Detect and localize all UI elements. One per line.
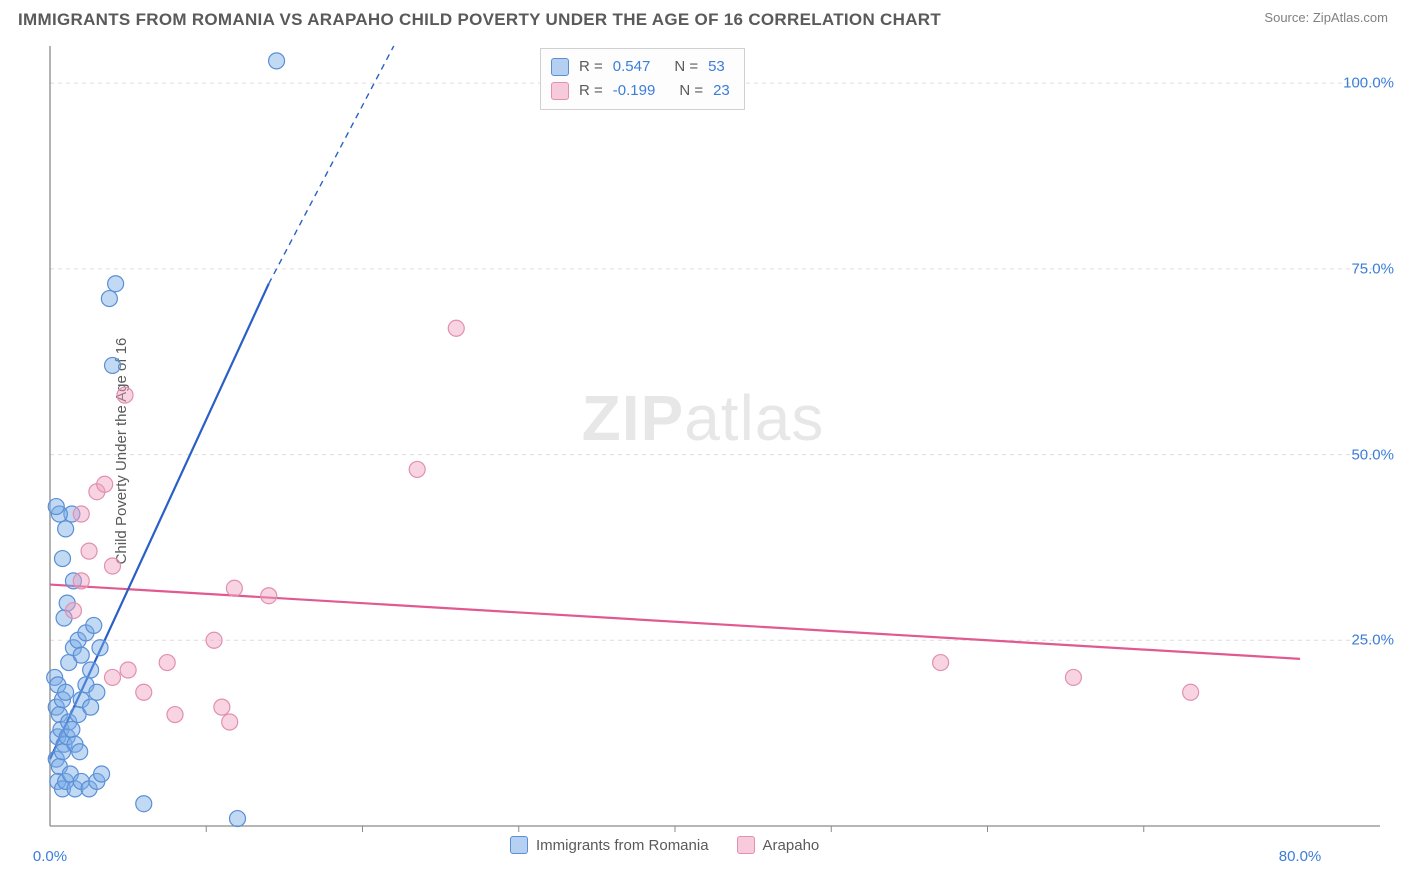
y-tick-label: 50.0% bbox=[1351, 446, 1394, 463]
y-tick-label: 100.0% bbox=[1343, 75, 1394, 92]
stat-r-pink: -0.199 bbox=[613, 79, 656, 103]
series-legend: Immigrants from Romania Arapaho bbox=[510, 836, 819, 854]
legend-label-blue: Immigrants from Romania bbox=[536, 837, 709, 854]
source-link[interactable]: ZipAtlas.com bbox=[1313, 10, 1388, 25]
chart-svg bbox=[0, 36, 1406, 866]
legend-label-pink: Arapaho bbox=[763, 837, 820, 854]
legend-item-blue: Immigrants from Romania bbox=[510, 836, 709, 854]
correlation-chart: Child Poverty Under the Age of 16 ZIPatl… bbox=[0, 36, 1406, 866]
swatch-blue bbox=[551, 58, 569, 76]
stat-r-label-2: R = bbox=[579, 79, 603, 103]
swatch-pink bbox=[551, 82, 569, 100]
stat-n-label: N = bbox=[674, 55, 698, 79]
stats-row-pink: R = -0.199 N = 23 bbox=[551, 79, 730, 103]
stat-r-label: R = bbox=[579, 55, 603, 79]
source-label: Source: bbox=[1264, 10, 1309, 25]
stat-n-label-2: N = bbox=[679, 79, 703, 103]
source-attribution: Source: ZipAtlas.com bbox=[1264, 10, 1388, 25]
y-tick-label: 75.0% bbox=[1351, 260, 1394, 277]
x-tick-label: 80.0% bbox=[1279, 848, 1322, 865]
stats-row-blue: R = 0.547 N = 53 bbox=[551, 55, 730, 79]
stat-n-blue: 53 bbox=[708, 55, 725, 79]
x-tick-label: 0.0% bbox=[33, 848, 67, 865]
stats-legend-box: R = 0.547 N = 53 R = -0.199 N = 23 bbox=[540, 48, 745, 110]
page-title: IMMIGRANTS FROM ROMANIA VS ARAPAHO CHILD… bbox=[18, 10, 941, 30]
stat-r-blue: 0.547 bbox=[613, 55, 651, 79]
legend-item-pink: Arapaho bbox=[737, 836, 820, 854]
swatch-blue-2 bbox=[510, 836, 528, 854]
y-tick-label: 25.0% bbox=[1351, 632, 1394, 649]
stat-n-pink: 23 bbox=[713, 79, 730, 103]
swatch-pink-2 bbox=[737, 836, 755, 854]
